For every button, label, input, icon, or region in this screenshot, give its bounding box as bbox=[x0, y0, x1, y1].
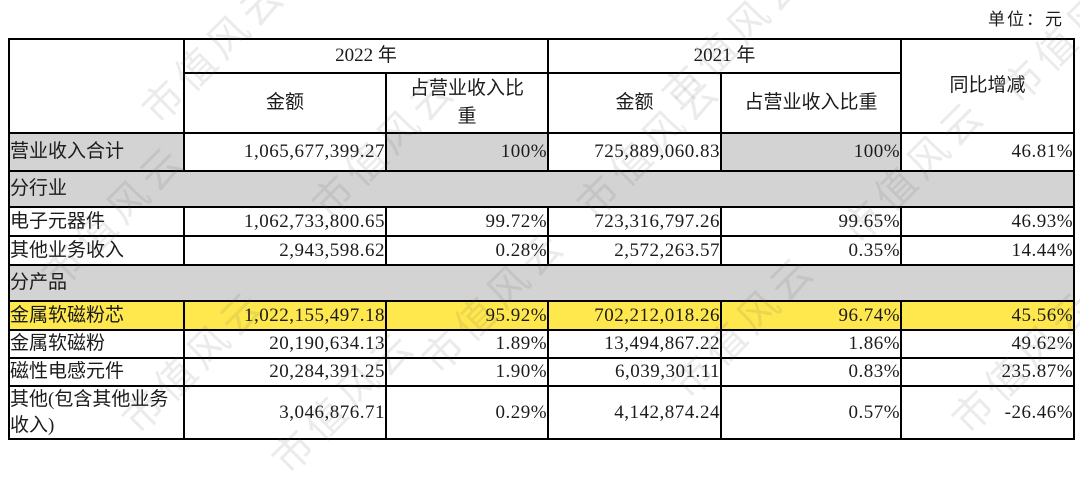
cell-yoy: 46.93% bbox=[900, 206, 1076, 237]
cell-label: 金属软磁粉 bbox=[8, 329, 185, 359]
corner-cell bbox=[8, 38, 185, 134]
cell-ratio-2022: 0.28% bbox=[384, 235, 550, 266]
cell-amount-2022: 1,062,733,800.65 bbox=[183, 206, 387, 237]
cell-amount-2021: 6,039,301.11 bbox=[547, 357, 723, 387]
unit-label: 单位：元 bbox=[988, 10, 1064, 29]
row-metal-soft-magnetic-powder: 金属软磁粉 20,190,634.13 1.89% 13,494,867.22 … bbox=[8, 329, 1076, 359]
row-magnetic-inductive-components: 磁性电感元件 20,284,391.25 1.90% 6,039,301.11 … bbox=[8, 357, 1076, 387]
cell-ratio-2022: 100% bbox=[384, 132, 550, 172]
header-amount-2022: 金额 bbox=[183, 72, 387, 134]
cell-yoy: 14.44% bbox=[900, 235, 1076, 266]
cell-amount-2022: 20,284,391.25 bbox=[183, 357, 387, 387]
cell-ratio-2021: 0.57% bbox=[720, 384, 903, 441]
header-ratio-2022-label: 占营业收入比重 bbox=[410, 78, 525, 127]
row-revenue-total: 营业收入合计 1,065,677,399.27 100% 725,889,060… bbox=[8, 132, 1076, 172]
row-metal-soft-magnetic-powder-core: 金属软磁粉芯 1,022,155,497.18 95.92% 702,212,0… bbox=[8, 300, 1076, 331]
cell-yoy: 49.62% bbox=[900, 329, 1076, 359]
cell-amount-2021: 725,889,060.83 bbox=[547, 132, 723, 172]
revenue-breakdown-table: 2022 年 2021 年 同比增减 金额 占营业收入比重 金额 占营业收入比重… bbox=[7, 38, 1076, 441]
cell-ratio-2022: 0.29% bbox=[384, 384, 550, 441]
cell-amount-2021: 2,572,263.57 bbox=[547, 235, 723, 266]
cell-ratio-2021: 99.65% bbox=[720, 206, 903, 237]
header-year-2022: 2022 年 bbox=[182, 38, 550, 74]
cell-ratio-2021: 0.35% bbox=[720, 235, 903, 266]
cell-label: 其他(包含其他业务收入) bbox=[8, 384, 185, 441]
header-row-years: 2022 年 2021 年 同比增减 bbox=[8, 38, 1076, 134]
section-row-by-industry: 分行业 bbox=[7, 170, 1076, 208]
cell-label: 营业收入合计 bbox=[8, 132, 185, 172]
header-ratio-2021: 占营业收入比重 bbox=[720, 72, 903, 134]
section-label: 分产品 bbox=[7, 264, 1076, 302]
cell-ratio-2021: 1.86% bbox=[720, 329, 903, 359]
cell-ratio-2022: 95.92% bbox=[384, 300, 550, 331]
cell-yoy: 235.87% bbox=[900, 357, 1076, 387]
header-year-2021: 2021 年 bbox=[547, 38, 903, 74]
cell-amount-2021: 723,316,797.26 bbox=[547, 206, 723, 237]
cell-amount-2022: 20,190,634.13 bbox=[183, 329, 387, 359]
row-electronic-components: 电子元器件 1,062,733,800.65 99.72% 723,316,79… bbox=[8, 206, 1076, 237]
section-row-by-product: 分产品 bbox=[7, 264, 1076, 302]
cell-yoy: 45.56% bbox=[900, 300, 1076, 331]
cell-label: 金属软磁粉芯 bbox=[8, 300, 185, 331]
section-label: 分行业 bbox=[7, 170, 1076, 208]
cell-amount-2022: 2,943,598.62 bbox=[183, 235, 387, 266]
cell-ratio-2021: 96.74% bbox=[720, 300, 903, 331]
cell-label: 电子元器件 bbox=[8, 206, 185, 237]
cell-amount-2021: 702,212,018.26 bbox=[547, 300, 723, 331]
cell-amount-2022: 1,065,677,399.27 bbox=[183, 132, 387, 172]
cell-amount-2021: 13,494,867.22 bbox=[547, 329, 723, 359]
cell-label: 其他业务收入 bbox=[8, 235, 185, 266]
header-row-subcolumns: 金额 占营业收入比重 金额 占营业收入比重 bbox=[9, 72, 1074, 134]
cell-ratio-2021: 100% bbox=[720, 132, 903, 172]
cell-amount-2022: 3,046,876.71 bbox=[183, 384, 387, 441]
cell-amount-2022: 1,022,155,497.18 bbox=[183, 300, 387, 331]
row-other-business-income: 其他业务收入 2,943,598.62 0.28% 2,572,263.57 0… bbox=[8, 235, 1076, 266]
cell-amount-2021: 4,142,874.24 bbox=[547, 384, 723, 441]
cell-ratio-2022: 99.72% bbox=[384, 206, 550, 237]
row-others-incl-other-business: 其他(包含其他业务收入) 3,046,876.71 0.29% 4,142,87… bbox=[8, 384, 1076, 441]
cell-yoy: 46.81% bbox=[900, 132, 1076, 172]
cell-label: 磁性电感元件 bbox=[8, 357, 185, 387]
header-ratio-2022: 占营业收入比重 bbox=[384, 72, 550, 134]
cell-ratio-2022: 1.89% bbox=[384, 329, 550, 359]
cell-yoy: -26.46% bbox=[900, 384, 1076, 441]
cell-ratio-2022: 1.90% bbox=[384, 357, 550, 387]
header-yoy: 同比增减 bbox=[900, 38, 1076, 134]
header-amount-2021: 金额 bbox=[547, 72, 723, 134]
cell-ratio-2021: 0.83% bbox=[720, 357, 903, 387]
